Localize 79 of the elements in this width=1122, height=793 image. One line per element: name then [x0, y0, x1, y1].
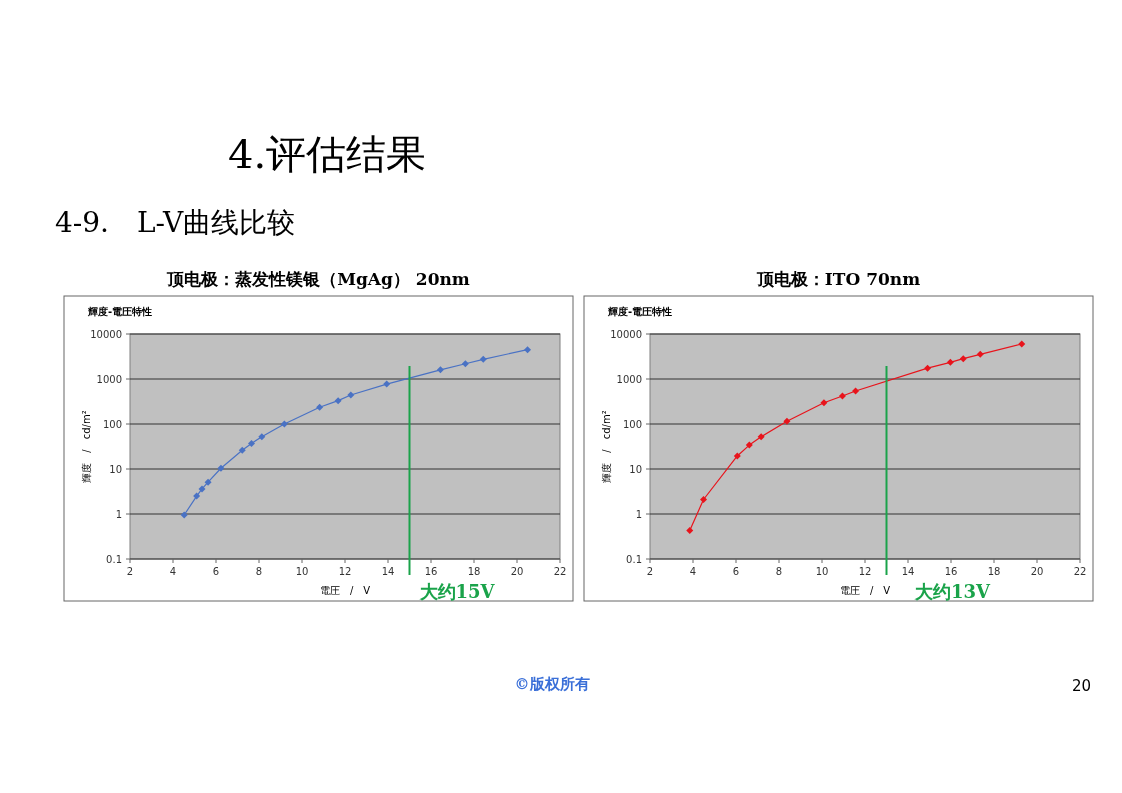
y-tick-label: 10000	[90, 328, 122, 340]
y-tick-label: 1	[115, 508, 122, 520]
x-tick-label: 22	[1073, 566, 1087, 577]
x-tick-label: 12	[338, 566, 352, 577]
point	[436, 366, 444, 374]
point	[461, 360, 469, 368]
point	[383, 380, 391, 388]
point	[347, 391, 355, 399]
point	[820, 399, 828, 407]
point	[204, 478, 212, 486]
point	[686, 526, 694, 534]
text: 4-9. L-V曲线比较	[55, 206, 296, 239]
text: 20	[1071, 677, 1091, 695]
point	[946, 358, 954, 366]
x-axis-title: 電圧 / V	[319, 585, 371, 596]
y-tick-label: 1	[635, 508, 642, 520]
y-tick-label: 10	[109, 463, 122, 475]
ref-line-label: 大约15V	[418, 581, 496, 602]
y-tick-label: 10000	[610, 328, 642, 340]
point	[479, 355, 487, 363]
point	[745, 441, 753, 449]
point	[238, 446, 246, 454]
x-tick-label: 20	[1030, 566, 1044, 577]
x-tick-label: 2	[126, 566, 134, 577]
x-tick-label: 16	[424, 566, 438, 577]
chart-subtitle: 顶电极：蒸发性镁银（MgAg） 20nm	[166, 269, 470, 289]
y-tick-label: 100	[622, 418, 642, 430]
point	[334, 397, 342, 405]
x-tick-label: 14	[901, 566, 915, 577]
point	[783, 417, 791, 425]
point	[280, 420, 288, 428]
point	[217, 464, 225, 472]
point	[959, 355, 967, 363]
point	[852, 387, 860, 395]
x-tick-label: 18	[467, 566, 481, 577]
x-tick-label: 4	[169, 566, 177, 577]
point	[757, 433, 765, 441]
x-tick-label: 2	[646, 566, 654, 577]
x-tick-label: 12	[858, 566, 872, 577]
x-tick-label: 8	[775, 566, 783, 577]
chart-subtitle: 顶电极：ITO 70nm	[755, 269, 921, 289]
x-tick-label: 22	[553, 566, 567, 577]
x-tick-label: 8	[255, 566, 263, 577]
text: ©版权所有	[514, 675, 590, 693]
point	[193, 492, 201, 500]
point	[316, 403, 324, 411]
y-tick-label: 1000	[616, 373, 642, 385]
chart-title: 輝度-電圧特性	[607, 306, 673, 317]
x-tick-label: 6	[732, 566, 740, 577]
point	[838, 392, 846, 400]
y-axis-title: 輝度 / cd/m²	[81, 410, 92, 483]
y-tick-label: 0.1	[106, 553, 122, 565]
y-tick-label: 100	[102, 418, 122, 430]
point	[247, 439, 255, 447]
x-tick-label: 18	[987, 566, 1001, 577]
point	[700, 496, 708, 503]
ref-line-label: 大约13V	[914, 581, 992, 602]
y-axis-title: 輝度 / cd/m²	[601, 410, 612, 483]
text: 4.评估结果	[228, 131, 427, 177]
y-tick-label: 0.1	[626, 553, 642, 565]
x-tick-label: 20	[510, 566, 524, 577]
x-tick-label: 14	[381, 566, 395, 577]
y-tick-label: 10	[629, 463, 642, 475]
point	[524, 346, 532, 354]
y-tick-label: 1000	[96, 373, 122, 385]
x-tick-label: 4	[689, 566, 697, 577]
point	[180, 511, 188, 519]
point	[198, 485, 206, 493]
x-tick-label: 6	[212, 566, 220, 577]
x-tick-label: 10	[815, 566, 829, 577]
point	[733, 452, 741, 460]
point	[1018, 340, 1026, 348]
point	[924, 364, 932, 372]
x-tick-label: 10	[295, 566, 309, 577]
point	[258, 433, 266, 441]
chart-title: 輝度-電圧特性	[87, 306, 153, 317]
x-tick-label: 16	[944, 566, 958, 577]
x-axis-title: 電圧 / V	[839, 585, 891, 596]
point	[976, 350, 984, 358]
